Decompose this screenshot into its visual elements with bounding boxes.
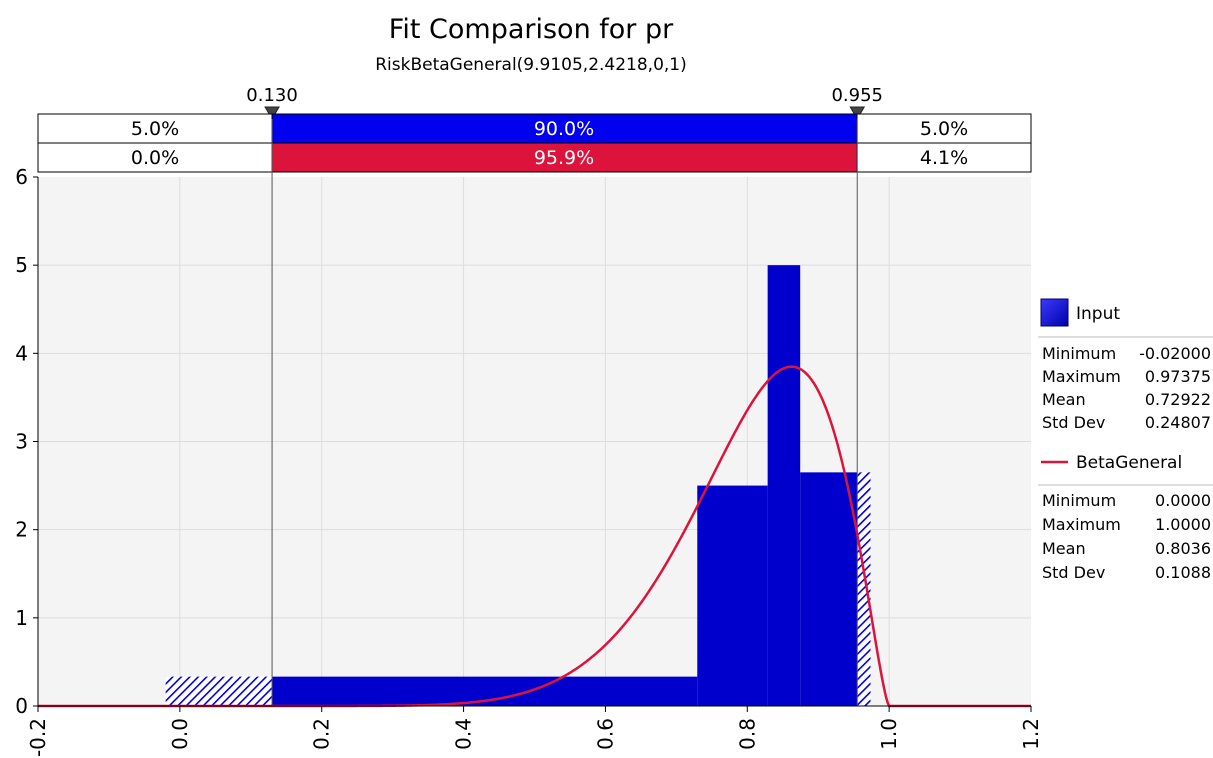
- histogram-bar-hatched: [165, 676, 273, 706]
- y-tick-label: 2: [15, 518, 28, 542]
- chart-title: Fit Comparison for pr: [389, 14, 674, 45]
- y-tick-label: 6: [15, 165, 28, 189]
- input-stat-max-value: 0.97375: [1145, 367, 1211, 386]
- fit-stat-mean-label: Mean: [1042, 539, 1086, 558]
- fit-stat-stddev-label: Std Dev: [1042, 563, 1105, 582]
- y-tick-label: 1: [15, 606, 28, 630]
- input-stat-mean-value: 0.72922: [1145, 390, 1211, 409]
- fit-stat-stddev-value: 0.1088: [1155, 563, 1211, 582]
- input-stat-max-label: Maximum: [1042, 367, 1121, 386]
- fit-stat-max-label: Maximum: [1042, 515, 1121, 534]
- x-tick-label: 1.2: [1019, 718, 1043, 750]
- fit-stat-min-value: 0.0000: [1155, 491, 1211, 510]
- fit-stat-max-value: 1.0000: [1155, 515, 1211, 534]
- input-prob-right-label: 5.0%: [920, 118, 968, 140]
- probability-bars: 5.0% 90.0% 5.0% 0.0% 95.9% 4.1%: [37, 113, 1032, 173]
- y-tick-label: 4: [15, 341, 28, 365]
- y-tick-label: 3: [15, 430, 28, 454]
- y-tick-label: 0: [15, 694, 28, 718]
- fit-stat-min-label: Minimum: [1042, 491, 1116, 510]
- input-stat-min-value: -0.02000: [1139, 344, 1211, 363]
- histogram-bar: [800, 472, 858, 706]
- left-delimiter-marker[interactable]: [264, 106, 280, 120]
- right-delimiter-label: 0.955: [831, 85, 883, 106]
- x-axis-ticks: -0.2 0.0 0.2 0.4 0.6 0.8 1.0 1.2: [26, 706, 1043, 757]
- input-stat-mean-label: Mean: [1042, 390, 1086, 409]
- input-stat-min-label: Minimum: [1042, 344, 1116, 363]
- left-delimiter-label: 0.130: [246, 85, 298, 106]
- y-tick-label: 5: [15, 253, 28, 277]
- x-tick-label: 0.8: [735, 718, 759, 750]
- input-stat-stddev-value: 0.24807: [1145, 413, 1211, 432]
- histogram-bar-hatched: [857, 472, 871, 706]
- y-axis-ticks: 0 1 2 3 4 5 6: [15, 165, 38, 718]
- fit-prob-left-cell: [37, 142, 273, 173]
- x-tick-label: 0.4: [452, 718, 476, 750]
- delimiter-lines: [271, 119, 858, 706]
- chart-subtitle: RiskBetaGeneral(9.9105,2.4218,0,1): [375, 55, 687, 75]
- input-histogram: [165, 265, 871, 706]
- input-legend-label: Input: [1076, 304, 1120, 324]
- right-delimiter-marker[interactable]: [849, 106, 866, 120]
- fit-prob-right-label: 4.1%: [920, 147, 968, 169]
- legend: Input Minimum -0.02000 Maximum 0.97375 M…: [1038, 298, 1213, 582]
- input-stat-stddev-label: Std Dev: [1042, 413, 1105, 432]
- histogram-bar: [697, 485, 768, 706]
- input-prob-left-cell: [37, 113, 273, 144]
- fit-prob-middle-label: 95.9%: [534, 147, 594, 169]
- histogram-bar: [767, 265, 801, 706]
- fit-prob-left-label: 0.0%: [131, 147, 179, 169]
- x-tick-label: 0.0: [168, 718, 192, 750]
- input-prob-right-cell: [856, 113, 1032, 144]
- x-tick-label: 0.6: [593, 718, 617, 750]
- input-prob-middle-label: 90.0%: [534, 118, 594, 140]
- betageneral-legend-label: BetaGeneral: [1076, 453, 1182, 473]
- fit-stat-mean-value: 0.8036: [1155, 539, 1211, 558]
- input-prob-left-label: 5.0%: [131, 118, 179, 140]
- x-tick-label: 0.2: [310, 718, 334, 750]
- x-tick-label: 1.0: [877, 718, 901, 750]
- x-tick-label: -0.2: [26, 718, 50, 757]
- input-legend-swatch: [1040, 298, 1069, 327]
